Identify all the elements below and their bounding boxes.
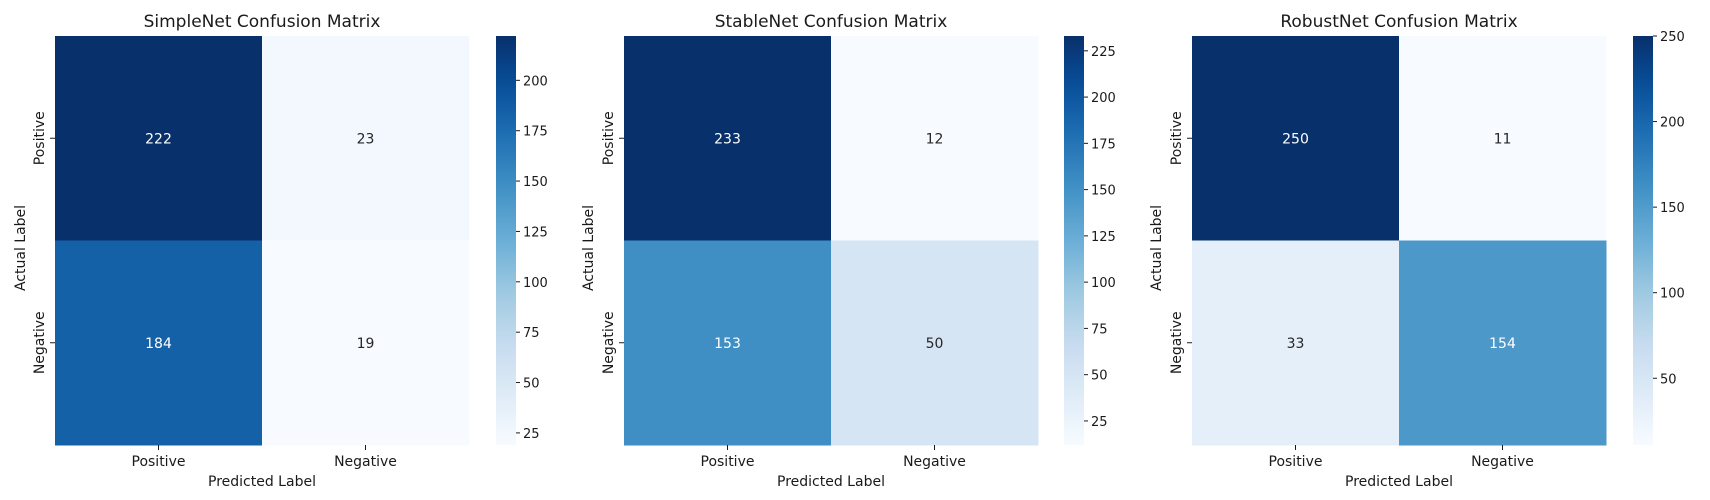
colorbar: 25 50 75 100 125 150 175 200	[496, 36, 548, 445]
heatmap-cell	[831, 36, 1039, 241]
heatmap-cell	[1192, 36, 1400, 241]
colorbar-tick-label: 75	[523, 326, 540, 341]
y-tick-label: Positive	[601, 111, 617, 165]
heatmap-cells: 222 23 184 19	[55, 36, 470, 446]
cell-value-label: 12	[926, 131, 944, 147]
chart-panel-stablenet: StableNet Confusion Matrix 233 12 153 50 Po…	[581, 12, 1116, 490]
y-axis-label: Actual Label	[581, 205, 597, 291]
x-tick-label: Positive	[701, 454, 755, 470]
cell-value-label: 19	[357, 336, 375, 352]
x-tick-label: Positive	[132, 454, 186, 470]
colorbar-tick-label: 125	[523, 225, 548, 240]
heatmap-cell	[831, 240, 1039, 446]
colorbar-gradient	[496, 36, 516, 445]
colorbar-tick-label: 50	[1660, 372, 1677, 387]
x-axis: Positive Negative	[1269, 445, 1534, 470]
heatmap-cells: 233 12 153 50	[624, 36, 1039, 446]
colorbar-tick-label: 200	[1091, 91, 1116, 106]
heatmap-cell	[55, 240, 263, 446]
y-axis-label: Actual Label	[1149, 205, 1165, 291]
y-tick-label: Positive	[32, 111, 48, 165]
y-axis-label: Actual Label	[13, 205, 29, 291]
cell-value-label: 50	[926, 336, 944, 352]
x-axis-label: Predicted Label	[208, 474, 316, 490]
y-tick-label: Negative	[1169, 311, 1185, 374]
heatmap-cell	[262, 240, 470, 446]
cell-value-label: 233	[714, 131, 741, 147]
x-axis-label: Predicted Label	[777, 474, 885, 490]
cell-value-label: 154	[1489, 336, 1516, 352]
x-tick-label: Positive	[1269, 454, 1323, 470]
colorbar-tick-label: 200	[523, 74, 548, 89]
colorbar-tick-label: 125	[1091, 230, 1116, 245]
heatmap-cells: 250 11 33 154	[1192, 36, 1607, 446]
cell-value-label: 33	[1287, 336, 1305, 352]
colorbar-tick-label: 50	[523, 377, 540, 392]
chart-title: SimpleNet Confusion Matrix	[144, 12, 381, 32]
colorbar-tick-label: 50	[1091, 369, 1108, 384]
chart-title: StableNet Confusion Matrix	[715, 12, 948, 32]
heatmap-cell	[55, 36, 263, 241]
colorbar-gradient	[1633, 36, 1653, 445]
cell-value-label: 222	[145, 131, 172, 147]
colorbar-tick-label: 100	[1091, 276, 1116, 291]
y-axis: Positive Negative	[1169, 111, 1192, 374]
cell-value-label: 184	[145, 336, 172, 352]
y-axis: Positive Negative	[32, 111, 55, 374]
colorbar-tick-label: 150	[523, 175, 548, 190]
heatmap-cell	[1399, 36, 1607, 241]
chart-title: RobustNet Confusion Matrix	[1280, 12, 1517, 32]
colorbar-tick-label: 100	[523, 276, 548, 291]
heatmap-cell	[624, 240, 832, 446]
x-tick-label: Negative	[903, 454, 966, 470]
heatmap-cell	[262, 36, 470, 241]
heatmap-cell	[624, 36, 832, 241]
colorbar-tick-label: 200	[1660, 116, 1685, 131]
x-tick-label: Negative	[334, 454, 397, 470]
colorbar-tick-label: 150	[1660, 201, 1685, 216]
colorbar-tick-label: 100	[1660, 287, 1685, 302]
y-tick-label: Negative	[601, 311, 617, 374]
chart-panel-robustnet: RobustNet Confusion Matrix 250 11 33 154 Po…	[1149, 12, 1685, 490]
heatmap-cell	[1192, 240, 1400, 446]
colorbar: 25 50 75 100 125 150 175 200 225	[1064, 36, 1116, 445]
x-axis: Positive Negative	[701, 445, 966, 470]
cell-value-label: 23	[357, 131, 375, 147]
colorbar-tick-label: 250	[1660, 30, 1685, 45]
colorbar-tick-label: 25	[1091, 415, 1108, 430]
colorbar-tick-label: 75	[1091, 322, 1108, 337]
colorbar: 50 100 150 200 250	[1633, 30, 1685, 445]
cell-value-label: 153	[714, 336, 741, 352]
colorbar-tick-label: 175	[523, 125, 548, 140]
colorbar-tick-label: 225	[1091, 45, 1116, 60]
chart-panel-simplenet: SimpleNet Confusion Matrix 222 23 184 19 Po…	[13, 12, 548, 490]
y-tick-label: Negative	[32, 311, 48, 374]
heatmap-cell	[1399, 240, 1607, 446]
colorbar-tick-label: 150	[1091, 184, 1116, 199]
colorbar-tick-label: 175	[1091, 137, 1116, 152]
colorbar-tick-label: 25	[523, 427, 540, 442]
cell-value-label: 250	[1282, 131, 1309, 147]
x-axis: Positive Negative	[132, 445, 397, 470]
cell-value-label: 11	[1494, 131, 1512, 147]
y-tick-label: Positive	[1169, 111, 1185, 165]
y-axis: Positive Negative	[601, 111, 624, 374]
colorbar-gradient	[1064, 36, 1084, 445]
x-axis-label: Predicted Label	[1345, 474, 1453, 490]
x-tick-label: Negative	[1471, 454, 1534, 470]
